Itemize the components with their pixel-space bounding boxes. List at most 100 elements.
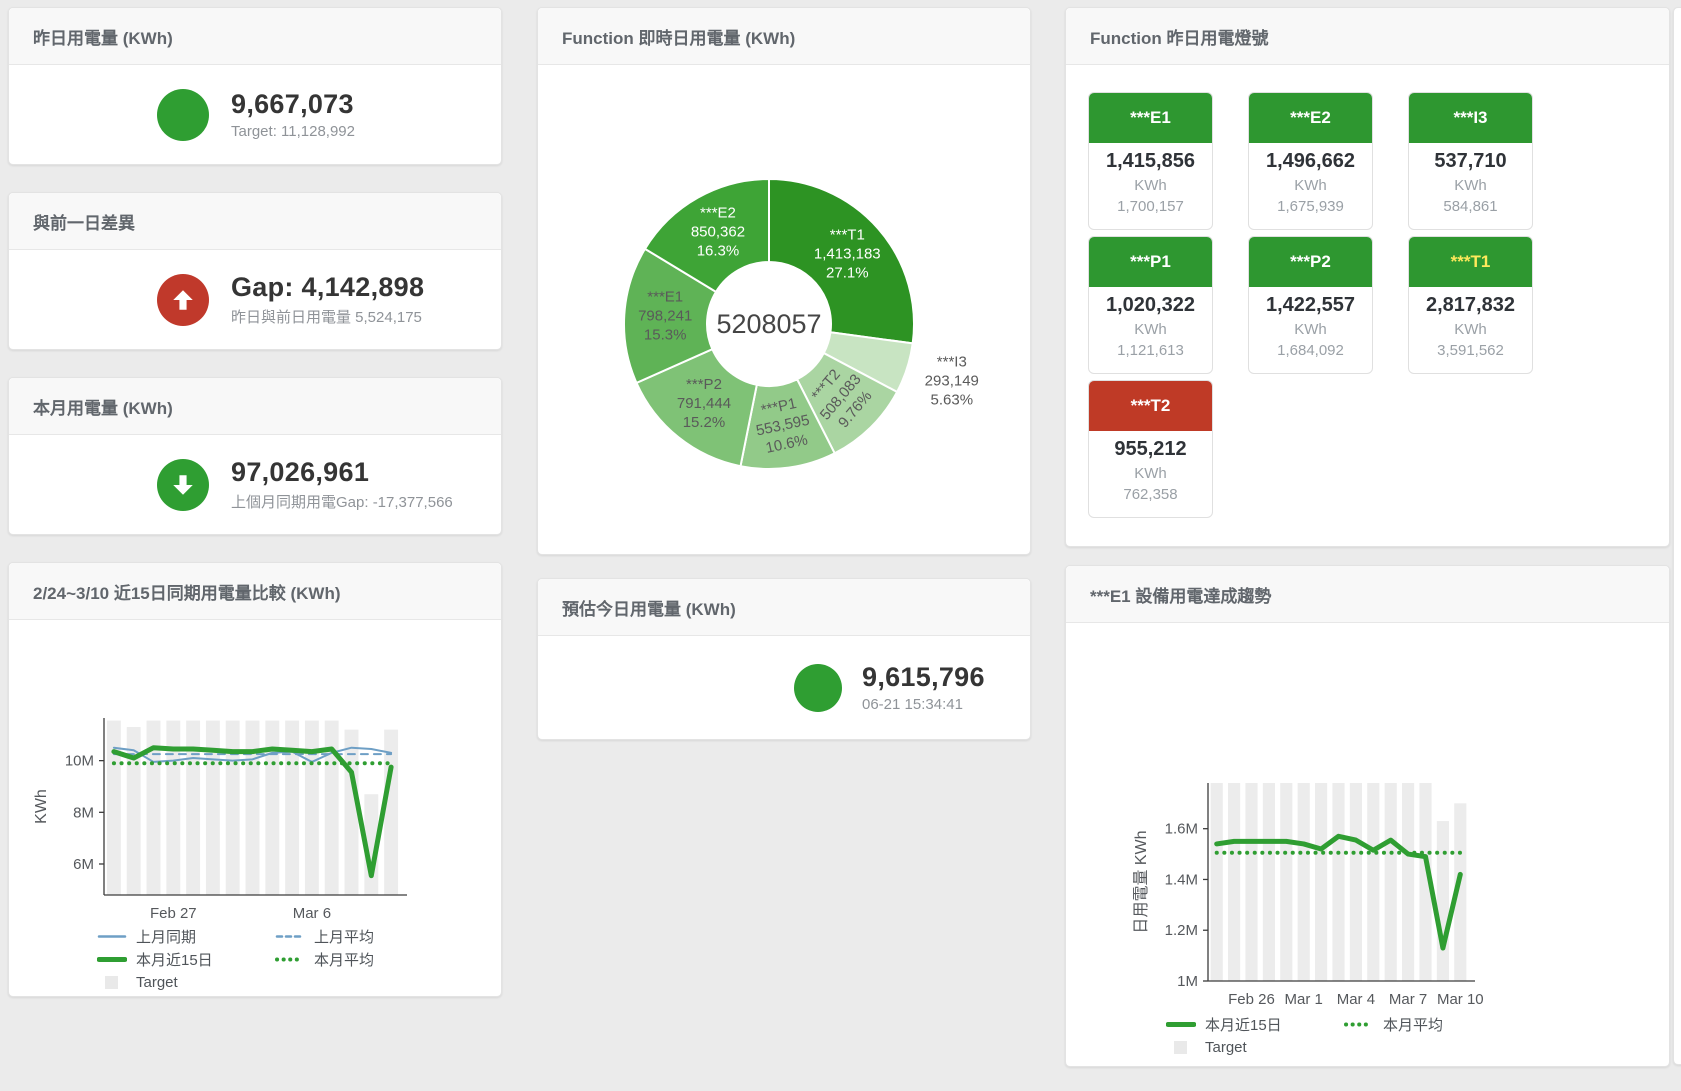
kpi-value: 97,026,961 xyxy=(231,457,370,487)
y-axis-tick-label: 10M xyxy=(65,753,94,770)
target-bar xyxy=(106,720,121,895)
lamp-tile-unit: KWh xyxy=(1454,321,1487,338)
y-axis-title: 日用電量 KWh xyxy=(1133,830,1150,933)
lamp-tile-unit: KWh xyxy=(1454,177,1487,194)
y-axis-tick-label: 8M xyxy=(73,804,94,821)
lamp-tile-grid: ***E1 1,415,856 KWh 1,700,157 ***E2 1,496,662… xyxy=(1066,65,1669,518)
target-bar xyxy=(225,720,240,895)
lamp-tile-name: ***T2 xyxy=(1089,381,1212,431)
donut-slice xyxy=(768,177,915,345)
lamp-tile-target: 762,358 xyxy=(1123,486,1178,503)
lamp-tile-name: ***E1 xyxy=(1089,93,1212,143)
legend-marker-icon xyxy=(97,957,127,962)
target-bar xyxy=(1384,783,1397,981)
legend-label: 本月平均 xyxy=(1383,1017,1444,1034)
status-circle-icon xyxy=(794,663,842,712)
kpi-value: 9,667,073 xyxy=(231,89,354,119)
target-bar xyxy=(126,727,141,895)
y-axis-tick-label: 1M xyxy=(1177,973,1198,990)
target-bar xyxy=(146,720,161,895)
target-bar xyxy=(1210,783,1223,981)
card-header: Function 即時日用電量 (KWh) xyxy=(538,8,1030,65)
card-yesterday-usage: 昨日用電量 (KWh) 9,667,073 Target: 11,128,992 xyxy=(8,7,502,165)
donut-center-total: 5208057 xyxy=(716,309,821,339)
card-header: 預估今日用電量 (KWh) xyxy=(538,579,1030,636)
lamp-tile: ***E1 1,415,856 KWh 1,700,157 xyxy=(1088,92,1213,230)
card-header: 昨日用電量 (KWh) xyxy=(9,8,501,65)
card-title: 本月用電量 (KWh) xyxy=(33,398,173,418)
y-axis-tick-label: 6M xyxy=(73,856,94,873)
legend-label: 本月近15日 xyxy=(1205,1017,1282,1034)
kpi-subtext: 上個月同期用電Gap: -17,377,566 xyxy=(231,494,453,511)
x-axis-tick-label: Mar 4 xyxy=(1337,991,1375,1008)
card-header: 本月用電量 (KWh) xyxy=(9,378,501,435)
card-month-usage: 本月用電量 (KWh) 97,026,961 上個月同期用電Gap: -17,3… xyxy=(8,377,502,535)
target-bar xyxy=(245,720,260,895)
lamp-tile-name: ***P1 xyxy=(1089,237,1212,287)
card-title: 昨日用電量 (KWh) xyxy=(33,28,173,48)
target-bar xyxy=(1245,783,1258,981)
kpi-text: 9,667,073 Target: 11,128,992 xyxy=(231,89,355,140)
target-bar xyxy=(285,720,300,895)
target-bar xyxy=(304,720,319,895)
lamp-tile-value: 537,710 xyxy=(1434,150,1507,172)
legend-marker-icon xyxy=(1344,1022,1374,1027)
lamp-tile: ***T1 2,817,832 KWh 3,591,562 xyxy=(1408,236,1533,374)
legend-label: 本月近15日 xyxy=(136,952,213,969)
legend-marker-icon xyxy=(275,935,305,938)
lamp-tile-value: 1,020,322 xyxy=(1106,294,1195,316)
lamp-tile-value: 1,496,662 xyxy=(1266,150,1355,172)
target-bar xyxy=(1297,783,1310,981)
card-title: Function 即時日用電量 (KWh) xyxy=(562,28,796,48)
card-header: 與前一日差異 xyxy=(9,193,501,250)
y-axis-tick-label: 1.2M xyxy=(1165,922,1198,939)
target-bar xyxy=(1436,821,1449,981)
kpi-value: 9,615,796 xyxy=(862,662,985,692)
card-title: 預估今日用電量 (KWh) xyxy=(562,599,736,619)
legend-marker-icon xyxy=(275,957,305,962)
legend-marker-icon xyxy=(105,976,118,989)
legend-label: Target xyxy=(1205,1039,1247,1056)
lamp-tile-unit: KWh xyxy=(1294,177,1327,194)
card-title: 與前一日差異 xyxy=(33,213,135,233)
legend-label: 本月平均 xyxy=(314,952,375,969)
lamp-tile-unit: KWh xyxy=(1134,177,1167,194)
legend-item: Target xyxy=(1166,1036,1344,1059)
legend-item: 本月近15日 xyxy=(97,948,275,971)
donut-slice xyxy=(643,177,770,294)
lamp-tile-body: 1,422,557 KWh 1,684,092 xyxy=(1249,287,1372,359)
arrow-up-icon xyxy=(173,289,193,310)
lamp-tile-target: 1,675,939 xyxy=(1277,198,1344,215)
card-title: ***E1 設備用電達成趨勢 xyxy=(1090,586,1272,606)
donut-slice-label: ***T1 1,413,183 27.1% xyxy=(814,227,881,282)
lamp-tile-body: 1,020,322 KWh 1,121,613 xyxy=(1089,287,1212,359)
trend-chart-legend: 本月近15日 本月平均 Target xyxy=(1166,1013,1669,1059)
lamp-tile-body: 537,710 KWh 584,861 xyxy=(1409,143,1532,215)
card-today-estimate: 預估今日用電量 (KWh) 9,615,796 06-21 15:34:41 xyxy=(537,578,1031,740)
card-e1-trend-chart: ***E1 設備用電達成趨勢 1M 1.2M 1.4M 1.6M Feb 26 Mar 1… xyxy=(1065,565,1670,1067)
donut-slice-label: ***E2 850,362 16.3% xyxy=(691,204,745,259)
lamp-tile-value: 955,212 xyxy=(1114,438,1187,460)
kpi-text: 9,615,796 06-21 15:34:41 xyxy=(862,662,985,713)
lamp-tile-value: 2,817,832 xyxy=(1426,294,1515,316)
donut-slice-label: ***I3 293,149 5.63% xyxy=(925,354,979,409)
x-axis-tick-label: Mar 7 xyxy=(1389,991,1427,1008)
kpi-text: 97,026,961 上個月同期用電Gap: -17,377,566 xyxy=(231,457,453,512)
target-bar xyxy=(166,720,181,895)
card-lamp-status: Function 昨日用電燈號 ***E1 1,415,856 KWh 1,700,1… xyxy=(1065,7,1670,547)
target-bar xyxy=(1402,783,1415,981)
compare-chart-legend: 上月同期 上月平均 本月近15日 本月平均 Target xyxy=(97,925,501,994)
lamp-tile-name: ***I3 xyxy=(1409,93,1532,143)
x-axis-tick-label: Feb 27 xyxy=(150,905,197,920)
arrow-up-circle-icon xyxy=(157,273,209,326)
legend-item: 上月同期 xyxy=(97,925,275,948)
kpi-body: Gap: 4,142,898 昨日與前日用電量 5,524,175 xyxy=(9,250,501,349)
x-axis-tick-label: Mar 6 xyxy=(293,905,331,920)
lamp-tile-unit: KWh xyxy=(1294,321,1327,338)
realtime-donut-chart: ***T1 1,413,183 27.1%***I3 293,149 5.63%***T… xyxy=(623,177,979,470)
target-bar xyxy=(265,720,280,895)
target-bar xyxy=(1332,783,1345,981)
arrow-down-icon xyxy=(173,474,193,495)
kpi-subtext: 06-21 15:34:41 xyxy=(862,696,963,713)
target-bar xyxy=(1228,783,1241,981)
